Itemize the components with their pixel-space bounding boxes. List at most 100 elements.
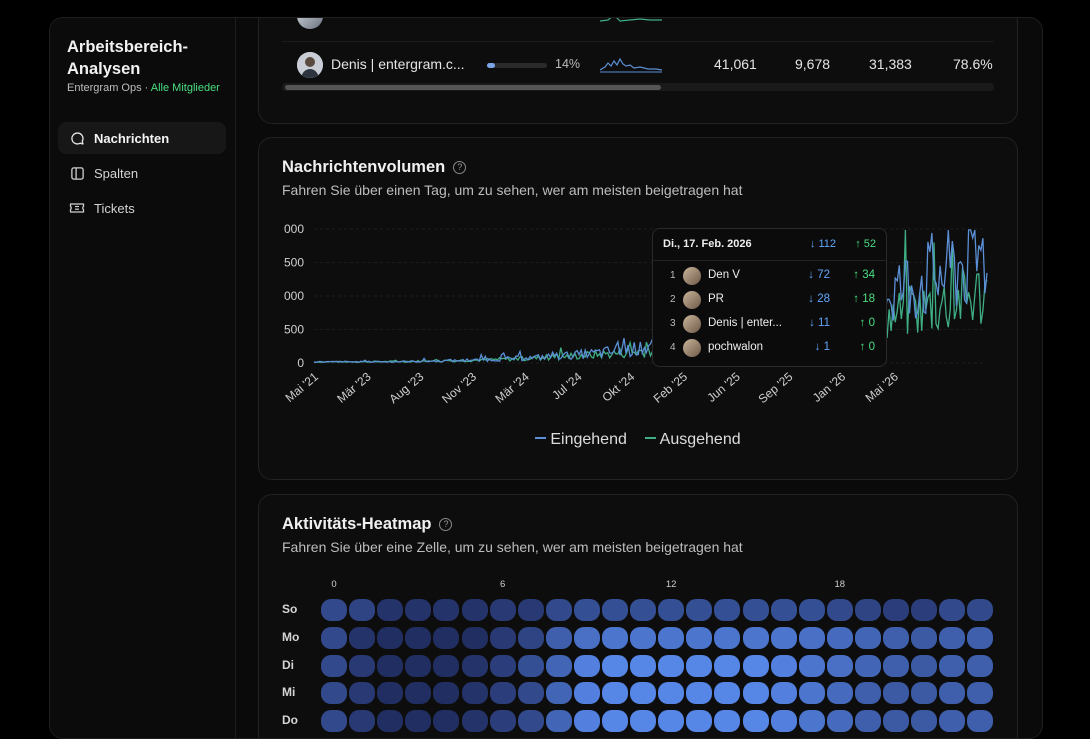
heatmap-cell[interactable]	[405, 626, 432, 649]
heatmap-cell[interactable]	[461, 654, 488, 677]
heatmap-cell[interactable]	[349, 626, 376, 649]
heatmap-cell[interactable]	[742, 626, 769, 649]
heatmap-cell[interactable]	[349, 599, 376, 621]
heatmap-cell[interactable]	[826, 599, 853, 621]
heatmap-cell[interactable]	[630, 682, 657, 705]
heatmap-cell[interactable]	[321, 682, 347, 705]
heatmap-cell[interactable]	[405, 682, 432, 705]
sidebar-item-tickets[interactable]: Tickets	[58, 192, 226, 224]
heatmap-cell[interactable]	[377, 626, 404, 649]
heatmap-cell[interactable]	[405, 654, 432, 677]
heatmap-cell[interactable]	[714, 710, 741, 733]
heatmap-cell[interactable]	[854, 626, 881, 649]
scrollbar-thumb[interactable]	[285, 85, 661, 90]
heatmap-cell[interactable]	[798, 682, 825, 705]
heatmap-cell[interactable]	[602, 682, 628, 705]
heatmap-cell[interactable]	[714, 682, 741, 705]
heatmap-cell[interactable]	[377, 599, 404, 621]
heatmap-cell[interactable]	[798, 599, 825, 621]
heatmap-cell[interactable]	[770, 682, 797, 705]
heatmap-cell[interactable]	[573, 599, 600, 621]
heatmap-cell[interactable]	[517, 682, 544, 705]
heatmap-cell[interactable]	[433, 626, 460, 649]
heatmap-cell[interactable]	[461, 710, 488, 733]
heatmap-cell[interactable]	[939, 710, 966, 733]
heatmap-cell[interactable]	[545, 626, 572, 649]
heatmap-cell[interactable]	[883, 626, 909, 649]
heatmap-cell[interactable]	[967, 599, 994, 621]
heatmap-cell[interactable]	[489, 599, 516, 621]
heatmap-cell[interactable]	[517, 654, 544, 677]
help-icon[interactable]: ?	[453, 161, 467, 174]
heatmap-cell[interactable]	[714, 599, 741, 621]
heatmap-cell[interactable]	[854, 599, 881, 621]
heatmap-cell[interactable]	[573, 682, 600, 705]
heatmap-cell[interactable]	[742, 682, 769, 705]
heatmap-cell[interactable]	[798, 710, 825, 733]
heatmap-cell[interactable]	[433, 682, 460, 705]
heatmap-cell[interactable]	[686, 626, 713, 649]
heatmap-cell[interactable]	[377, 710, 404, 733]
heatmap-cell[interactable]	[602, 599, 628, 621]
heatmap-cell[interactable]	[770, 710, 797, 733]
heatmap-cell[interactable]	[349, 682, 376, 705]
table-row[interactable]: Denis | entergram.c... 14% 41,061 9,678 …	[282, 41, 994, 90]
heatmap-cell[interactable]	[405, 710, 432, 733]
heatmap-cell[interactable]	[854, 710, 881, 733]
heatmap-cell[interactable]	[321, 599, 347, 621]
heatmap-cell[interactable]	[377, 654, 404, 677]
heatmap-cell[interactable]	[489, 626, 516, 649]
heatmap-cell[interactable]	[854, 654, 881, 677]
heatmap-cell[interactable]	[826, 654, 853, 677]
heatmap-cell[interactable]	[770, 626, 797, 649]
heatmap-cell[interactable]	[489, 654, 516, 677]
heatmap-cell[interactable]	[742, 654, 769, 677]
heatmap-cell[interactable]	[658, 682, 685, 705]
heatmap-cell[interactable]	[630, 710, 657, 733]
table-row[interactable]	[282, 18, 994, 42]
heatmap-cell[interactable]	[686, 710, 713, 733]
heatmap-cell[interactable]	[658, 626, 685, 649]
heatmap-cell[interactable]	[770, 654, 797, 677]
heatmap-cell[interactable]	[967, 710, 994, 733]
heatmap-cell[interactable]	[911, 654, 938, 677]
heatmap-cell[interactable]	[854, 682, 881, 705]
heatmap-cell[interactable]	[939, 599, 966, 621]
heatmap-cell[interactable]	[433, 599, 460, 621]
member-filter-link[interactable]: Alle Mitglieder	[150, 82, 220, 94]
heatmap-cell[interactable]	[939, 682, 966, 705]
heatmap-cell[interactable]	[770, 599, 797, 621]
help-icon[interactable]: ?	[439, 518, 453, 531]
heatmap-cell[interactable]	[826, 626, 853, 649]
heatmap-cell[interactable]	[405, 599, 432, 621]
heatmap-cell[interactable]	[967, 654, 994, 677]
heatmap-cell[interactable]	[883, 599, 909, 621]
heatmap-cell[interactable]	[517, 599, 544, 621]
heatmap-cell[interactable]	[377, 682, 404, 705]
heatmap-cell[interactable]	[321, 710, 347, 733]
horizontal-scrollbar[interactable]	[282, 83, 994, 91]
heatmap-cell[interactable]	[630, 654, 657, 677]
heatmap-cell[interactable]	[883, 682, 909, 705]
heatmap-cell[interactable]	[967, 682, 994, 705]
heatmap-cell[interactable]	[883, 710, 909, 733]
heatmap-cell[interactable]	[433, 710, 460, 733]
heatmap-cell[interactable]	[517, 710, 544, 733]
heatmap-cell[interactable]	[798, 626, 825, 649]
heatmap-cell[interactable]	[573, 626, 600, 649]
legend-incoming[interactable]: Eingehend	[535, 431, 627, 448]
heatmap-cell[interactable]	[349, 654, 376, 677]
heatmap-cell[interactable]	[939, 654, 966, 677]
heatmap-cell[interactable]	[461, 599, 488, 621]
heatmap-cell[interactable]	[545, 710, 572, 733]
heatmap-cell[interactable]	[911, 599, 938, 621]
heatmap-cell[interactable]	[573, 710, 600, 733]
heatmap-cell[interactable]	[545, 599, 572, 621]
heatmap-cell[interactable]	[658, 710, 685, 733]
heatmap-cell[interactable]	[517, 626, 544, 649]
heatmap-cell[interactable]	[321, 654, 347, 677]
heatmap-cell[interactable]	[714, 626, 741, 649]
heatmap-cell[interactable]	[321, 626, 347, 649]
heatmap-cell[interactable]	[883, 654, 909, 677]
